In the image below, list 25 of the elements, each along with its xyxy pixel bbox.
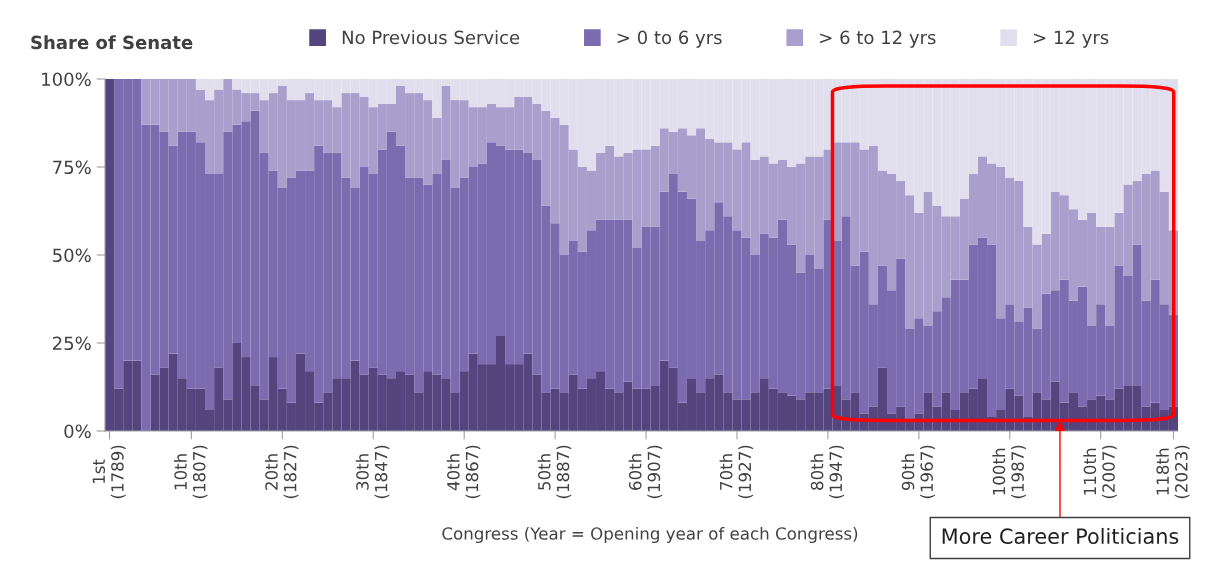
legend-label: > 6 to 12 yrs: [820, 30, 936, 48]
y-tick-label: 50%: [53, 248, 91, 263]
x-axis-title: Congress (Year = Opening year of each Congress): [442, 526, 858, 544]
y-tick-label: 100%: [42, 72, 91, 87]
x-tick-label: 110th (2007): [1083, 445, 1117, 499]
legend-label: > 0 to 6 yrs: [617, 30, 722, 48]
y-tick-label: 75%: [53, 160, 91, 175]
x-tick-label: 60th (1907): [628, 445, 663, 499]
x-tick-label: 70th (1927): [719, 445, 754, 499]
x-tick-label: 10th (1807): [173, 445, 208, 499]
annotation: More Career Politicians: [942, 527, 1179, 545]
x-tick-label: 100th (1987): [992, 445, 1026, 499]
legend-label: > 12 yrs: [1034, 30, 1109, 48]
legend-label: No Previous Service: [342, 30, 520, 45]
y-tick-label: 0%: [64, 424, 91, 439]
x-tick-label: 40th (1867): [446, 445, 481, 499]
x-tick-label: 80th (1947): [810, 445, 845, 499]
x-tick-label: 118th (2023): [1156, 445, 1190, 499]
chart-title: Share of Senate: [31, 35, 193, 50]
y-tick-label: 25%: [53, 336, 91, 351]
x-tick-label: 50th (1887): [537, 445, 572, 499]
x-tick-label: 1st (1789): [92, 445, 126, 499]
x-tick-label: 90th (1967): [901, 445, 935, 499]
x-tick-label: 30th (1847): [355, 445, 390, 499]
x-tick-label: 20th (1827): [264, 445, 299, 499]
